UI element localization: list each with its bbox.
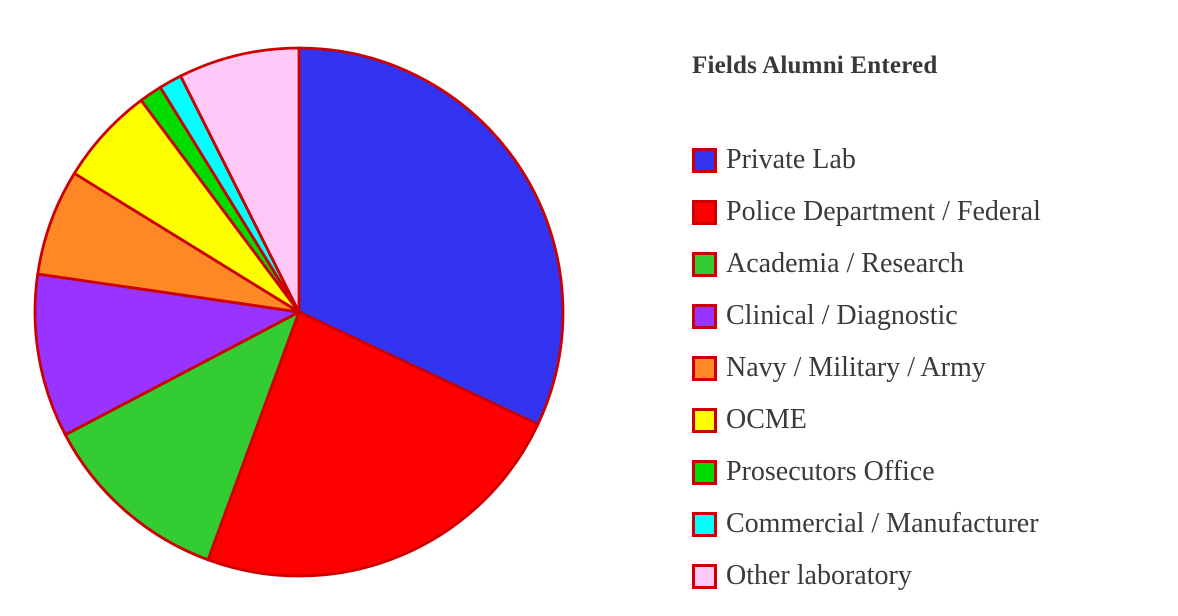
- legend-swatch-icon: [692, 355, 717, 381]
- legend-swatch-icon: [692, 563, 717, 589]
- legend-swatch-icon: [692, 303, 717, 329]
- legend-item: Clinical / Diagnostic: [692, 290, 1162, 342]
- legend-item: Private Lab: [692, 134, 1162, 186]
- legend-item: Academia / Research: [692, 238, 1162, 290]
- pie-slice: [63, 310, 301, 562]
- pie-slice: [206, 310, 540, 578]
- pie-slice: [33, 272, 301, 437]
- legend-item: Navy / Military / Army: [692, 342, 1162, 394]
- legend-swatch-icon: [692, 459, 717, 485]
- pie-slice: [179, 46, 301, 314]
- legend-label: Clinical / Diagnostic: [726, 300, 958, 331]
- legend-item: OCME: [692, 394, 1162, 446]
- legend-item: Prosecutors Office: [692, 446, 1162, 498]
- legend-label: Prosecutors Office: [726, 456, 935, 487]
- legend-label: Private Lab: [726, 144, 856, 175]
- legend-label: Police Department / Federal: [726, 196, 1041, 227]
- legend-item: Commercial / Manufacturer: [692, 498, 1162, 550]
- legend-label: Navy / Military / Army: [726, 352, 986, 383]
- legend-swatch-icon: [692, 199, 717, 225]
- legend-item: Police Department / Federal: [692, 186, 1162, 238]
- chart-title: Fields Alumni Entered: [692, 52, 938, 79]
- pie-slice: [297, 46, 565, 426]
- legend-swatch-icon: [692, 251, 717, 277]
- legend: Fields Alumni Entered Private Lab Police …: [692, 52, 1162, 602]
- legend-swatch-icon: [692, 147, 717, 173]
- legend-label: OCME: [726, 404, 807, 435]
- legend-label: Commercial / Manufacturer: [726, 508, 1039, 539]
- legend-item: Other laboratory: [692, 550, 1162, 602]
- legend-list: Private Lab Police Department / Federal Ac…: [692, 134, 1162, 602]
- legend-swatch-icon: [692, 407, 717, 433]
- legend-swatch-icon: [692, 511, 717, 537]
- legend-label: Other laboratory: [726, 560, 912, 591]
- legend-label: Academia / Research: [726, 248, 964, 279]
